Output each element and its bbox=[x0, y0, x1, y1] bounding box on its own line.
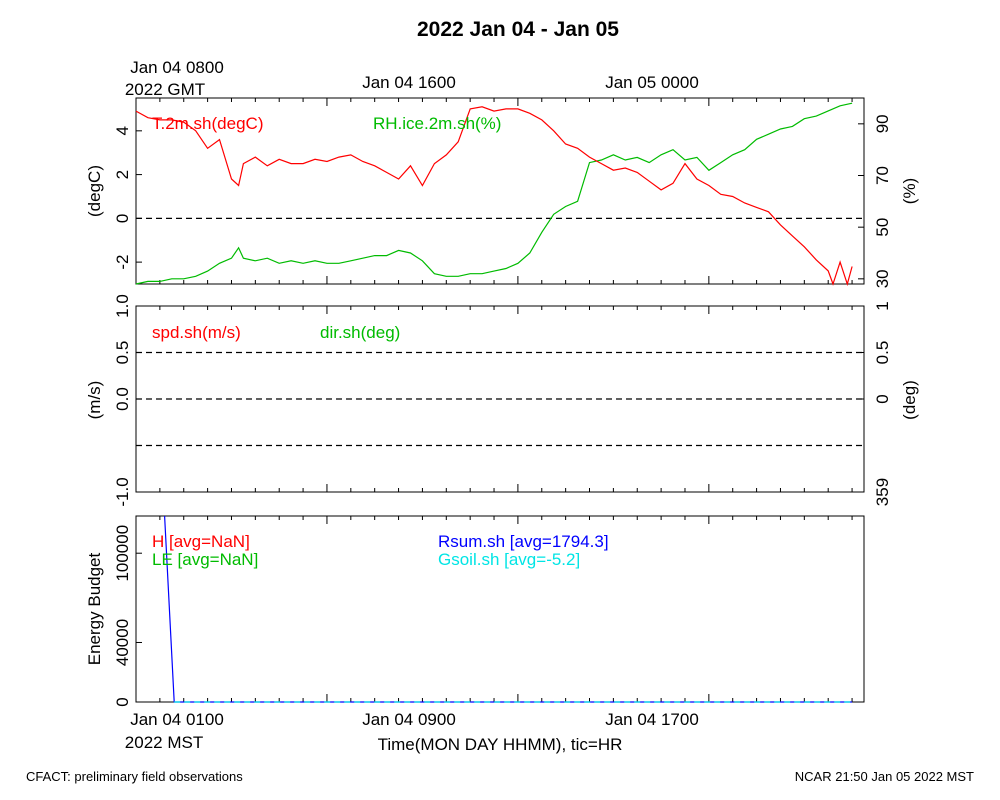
y-tick-label: 100000 bbox=[113, 525, 132, 582]
panel-2-y2-label: (deg) bbox=[900, 380, 919, 420]
legend-h: H [avg=NaN] bbox=[152, 532, 250, 551]
y-tick-label: -2 bbox=[113, 255, 132, 270]
y-tick-label: 0.5 bbox=[113, 341, 132, 365]
panel-1-series bbox=[135, 102, 864, 287]
footer-left: CFACT: preliminary field observations bbox=[26, 769, 243, 784]
panel-2-y-tick-labels: -1.0 0.0 0.5 1.0 bbox=[113, 294, 132, 506]
top-axis-first-label-line2: 2022 GMT bbox=[125, 80, 205, 99]
legend-wind-speed: spd.sh(m/s) bbox=[152, 323, 241, 342]
panel-3-y-tick-labels: 0 40000 100000 bbox=[113, 525, 132, 707]
y-tick-label: 0 bbox=[113, 214, 132, 223]
y2-tick-label: 90 bbox=[873, 114, 892, 133]
y2-tick-label: 1 bbox=[873, 301, 892, 310]
top-axis-label-2: Jan 05 0000 bbox=[605, 73, 699, 92]
series-rh-ice-line bbox=[135, 102, 853, 285]
legend-temperature: T.2m.sh(degC) bbox=[152, 114, 263, 133]
legend-rsum: Rsum.sh [avg=1794.3] bbox=[438, 532, 609, 551]
panel-3-series bbox=[164, 515, 853, 703]
panel-1-y2-label: (%) bbox=[900, 178, 919, 204]
panel-3-y-label: Energy Budget bbox=[85, 552, 104, 665]
panel-1-y-label: (degC) bbox=[85, 165, 104, 217]
panel-1-ticks bbox=[136, 98, 864, 284]
y-tick-label: 1.0 bbox=[113, 294, 132, 318]
y2-tick-label: 0 bbox=[873, 394, 892, 403]
y2-tick-label: 0.5 bbox=[873, 341, 892, 365]
y2-tick-label: 30 bbox=[873, 269, 892, 288]
top-axis-label-1: Jan 04 1600 bbox=[362, 73, 456, 92]
chart-title: 2022 Jan 04 - Jan 05 bbox=[417, 18, 619, 41]
panel-2-y2-tick-labels: 359 0 0.5 1 bbox=[873, 301, 892, 506]
y-tick-label: 40000 bbox=[113, 619, 132, 666]
y-tick-label: -1.0 bbox=[113, 477, 132, 506]
y-tick-label: 4 bbox=[113, 126, 132, 135]
y-tick-label: 0 bbox=[113, 697, 132, 706]
panel-1-y2-tick-labels: 30 50 70 90 bbox=[873, 114, 892, 288]
bottom-axis-label-1: Jan 04 0900 bbox=[362, 710, 456, 729]
panel-3-ticks bbox=[136, 516, 853, 703]
legend-le: LE [avg=NaN] bbox=[152, 550, 258, 569]
y2-tick-label: 50 bbox=[873, 218, 892, 237]
panel-2-y-label: (m/s) bbox=[85, 381, 104, 420]
y-tick-label: 0.0 bbox=[113, 387, 132, 411]
series-temperature-line bbox=[135, 106, 853, 287]
panel-2-ticks bbox=[136, 305, 864, 493]
legend-gsoil: Gsoil.sh [avg=-5.2] bbox=[438, 550, 580, 569]
legend-wind-direction: dir.sh(deg) bbox=[320, 323, 400, 342]
panel-2-dashed-lines bbox=[136, 351, 864, 447]
bottom-axis-first-label-line2: 2022 MST bbox=[125, 733, 203, 752]
y-tick-label: 2 bbox=[113, 170, 132, 179]
panel-1-y-tick-labels: -2 0 2 4 bbox=[113, 126, 132, 270]
top-axis-first-label-line1: Jan 04 0800 bbox=[130, 58, 224, 77]
footer-right: NCAR 21:50 Jan 05 2022 MST bbox=[795, 769, 974, 784]
panel-1-frame bbox=[135, 97, 865, 285]
bottom-axis-first-label-line1: Jan 04 0100 bbox=[130, 710, 224, 729]
y2-tick-label: 359 bbox=[873, 478, 892, 506]
legend-humidity: RH.ice.2m.sh(%) bbox=[373, 114, 501, 133]
bottom-axis-label-2: Jan 04 1700 bbox=[605, 710, 699, 729]
x-axis-label: Time(MON DAY HHMM), tic=HR bbox=[378, 735, 623, 754]
y2-tick-label: 70 bbox=[873, 166, 892, 185]
